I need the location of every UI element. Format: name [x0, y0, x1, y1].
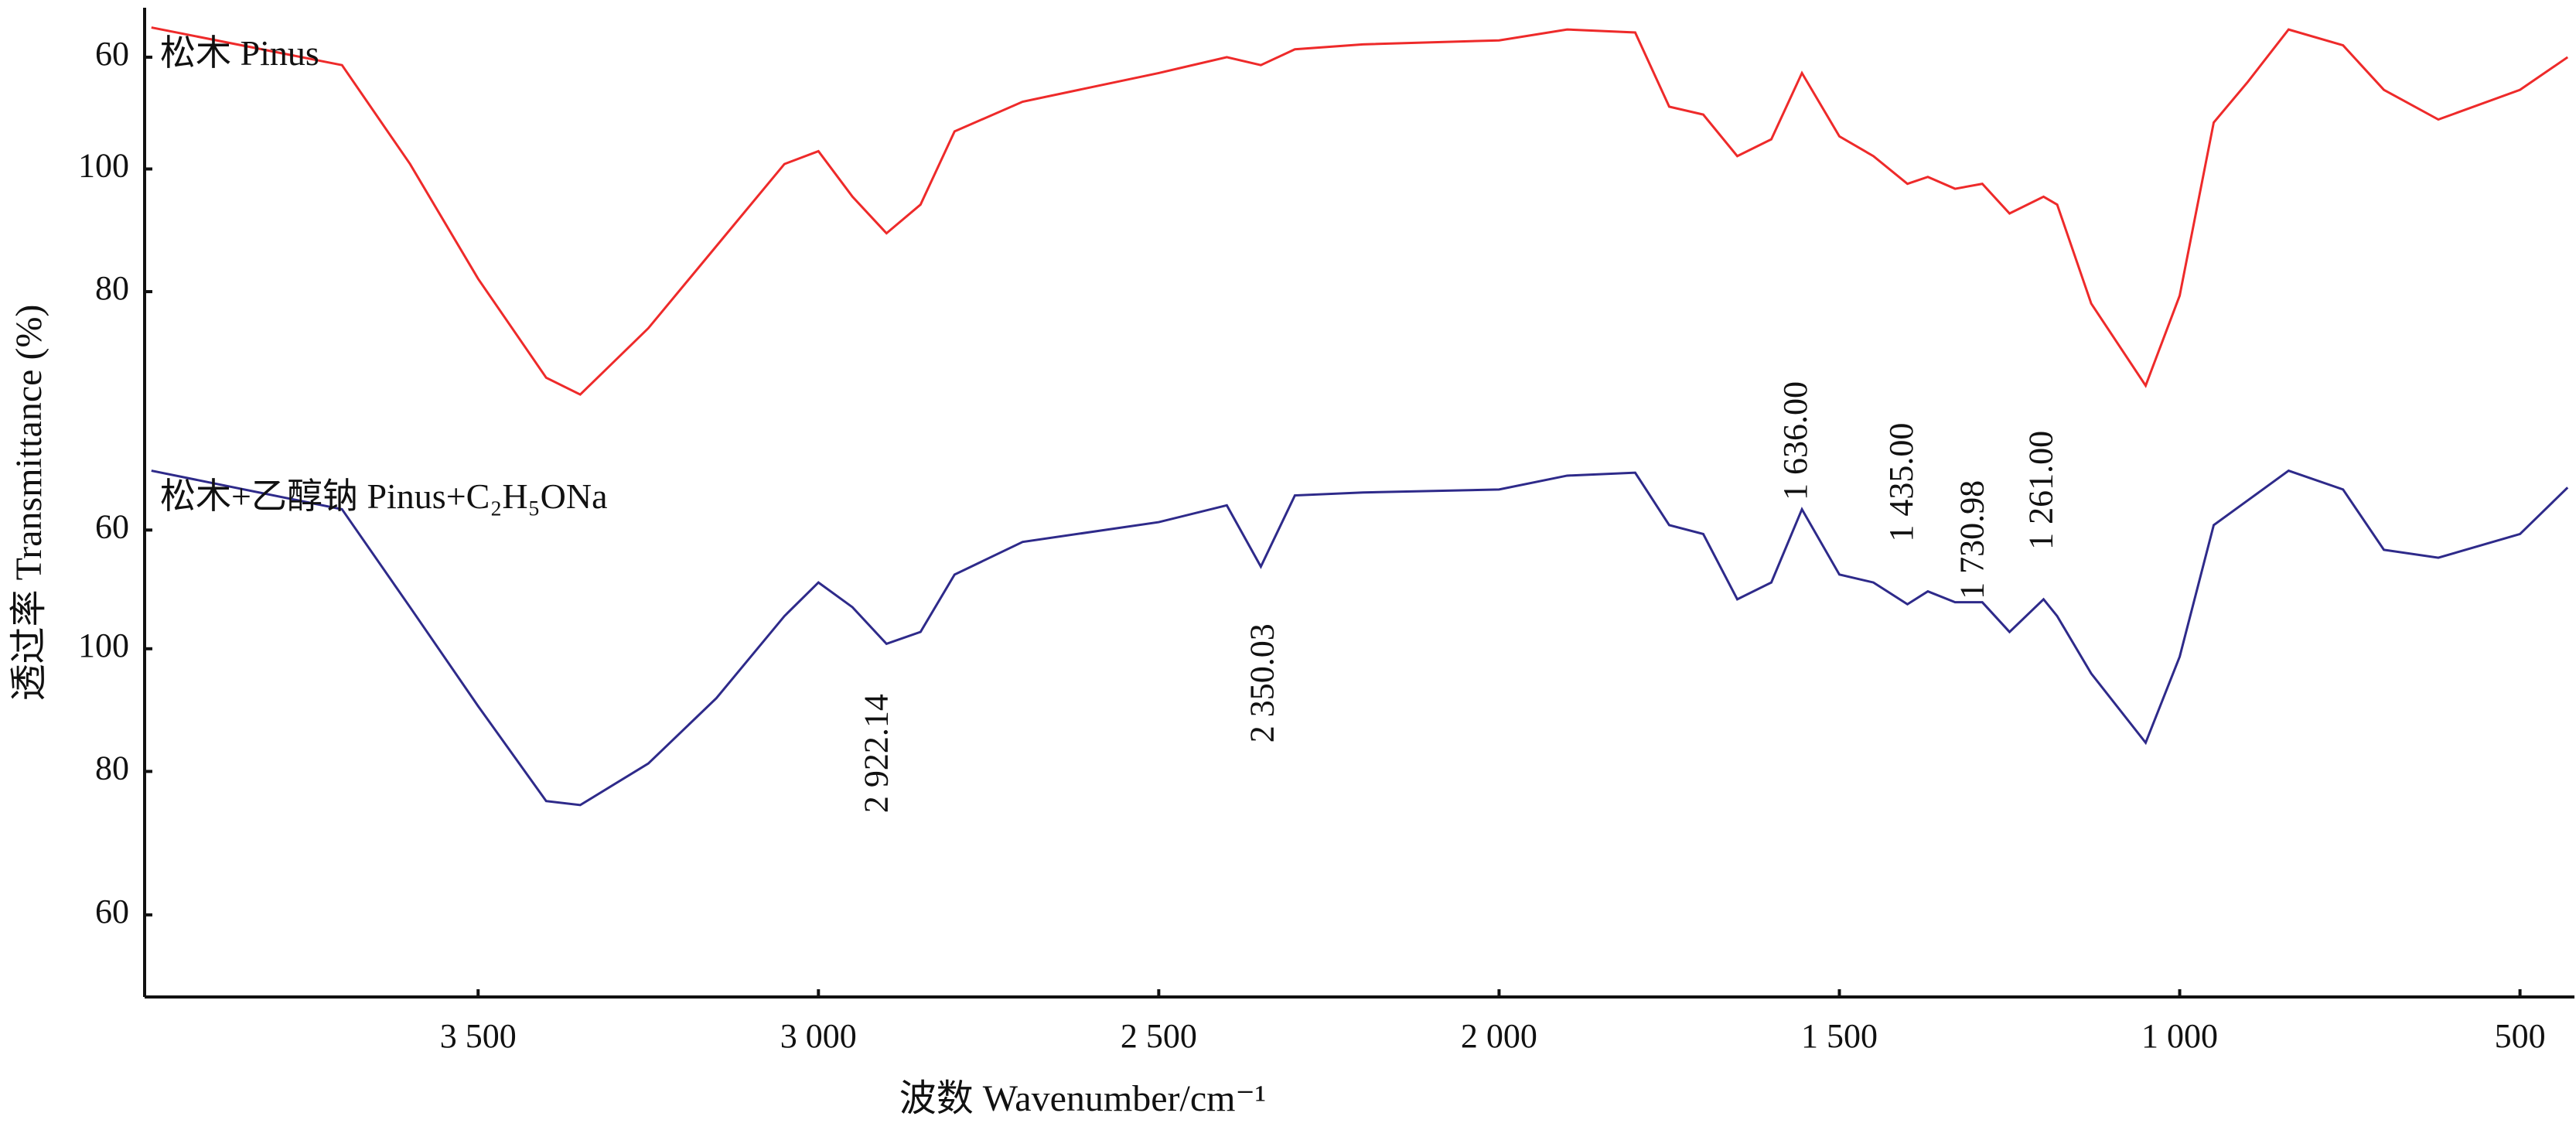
y-tick-label: 60 — [95, 507, 129, 545]
x-tick-label: 1 000 — [2141, 1017, 2218, 1055]
x-tick-label: 3 500 — [440, 1017, 517, 1055]
peak-label: 2 350.03 — [1244, 623, 1281, 743]
y-tick-label: 100 — [78, 626, 129, 664]
x-tick-label: 3 000 — [780, 1017, 857, 1055]
spectrum-line — [151, 469, 2569, 807]
x-tick-label: 2 000 — [1461, 1017, 1537, 1055]
y-tick-label: 80 — [95, 749, 129, 787]
peak-label: 1 435.00 — [1882, 423, 1920, 542]
y-axis-label: 透过率 Transmittance (%) — [9, 305, 49, 702]
series-label: 松木+乙醇钠 Pinus+C₂H₅ONa — [160, 476, 607, 516]
peak-label: 1 730.98 — [1953, 480, 1991, 599]
x-tick-label: 1 500 — [1801, 1017, 1878, 1055]
peak-label: 1 261.00 — [2022, 431, 2059, 550]
y-tick-label: 80 — [95, 269, 129, 307]
x-axis-label: 波数 Wavenumber/cm⁻¹ — [899, 1078, 1266, 1119]
y-tick-label: 60 — [95, 35, 129, 73]
peak-label: 1 636.00 — [1776, 381, 1814, 500]
series-label: 松木 Pinus — [160, 33, 319, 73]
y-tick-label: 60 — [95, 893, 129, 930]
spectrum-line — [151, 26, 2569, 396]
peak-label: 2 922.14 — [858, 694, 896, 813]
x-tick-label: 500 — [2495, 1017, 2546, 1055]
y-tick-label: 100 — [78, 147, 129, 185]
x-tick-label: 2 500 — [1121, 1017, 1197, 1055]
